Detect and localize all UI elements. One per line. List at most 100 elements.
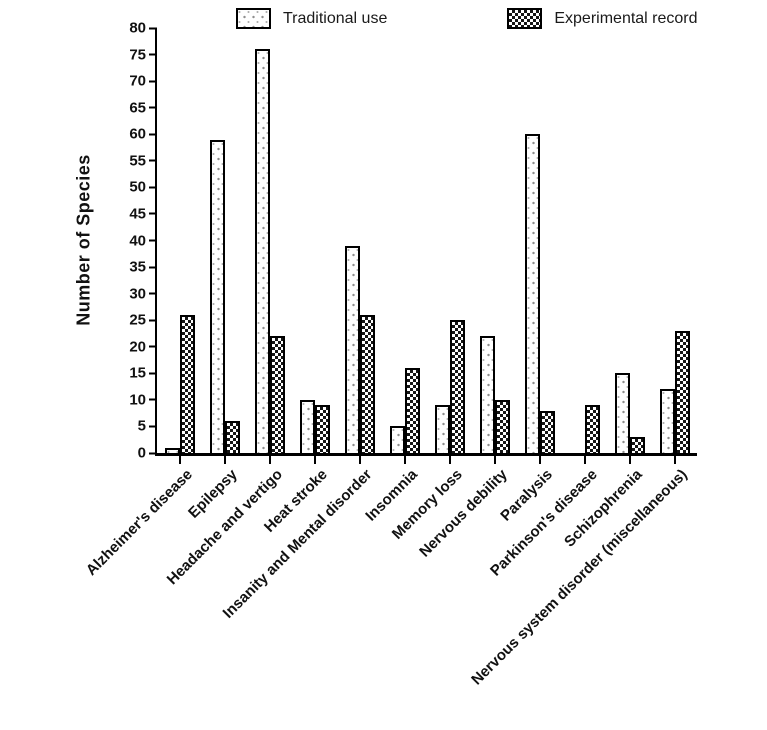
y-tick-mark	[149, 239, 157, 242]
y-tick: 55	[118, 152, 157, 169]
bar-group	[517, 134, 562, 453]
bar-experimental	[314, 405, 330, 453]
y-tick-mark	[149, 425, 157, 428]
y-tick-mark	[149, 266, 157, 269]
y-tick-label: 0	[137, 444, 146, 462]
bar-group	[652, 330, 697, 453]
x-tick-mark	[583, 456, 586, 464]
bar-traditional	[344, 245, 360, 453]
x-tick-mark	[538, 456, 541, 464]
y-tick-label: 35	[129, 258, 146, 276]
x-category-label: Nervous debility	[415, 466, 511, 561]
y-tick: 80	[118, 20, 157, 37]
y-tick-label: 10	[129, 391, 146, 409]
y-tick-label: 45	[129, 205, 146, 223]
y-tick-mark	[149, 372, 157, 375]
y-tick-label: 60	[129, 125, 146, 143]
y-tick: 45	[118, 205, 157, 222]
y-tick: 30	[118, 285, 157, 302]
bar-group	[337, 245, 382, 453]
bar-traditional	[659, 389, 675, 453]
x-tick-mark	[178, 456, 181, 464]
legend-label-traditional: Traditional use	[283, 9, 388, 27]
y-tick: 60	[118, 126, 157, 143]
bar-experimental	[539, 410, 555, 453]
x-category-label: Memory loss	[388, 466, 466, 543]
y-tick: 65	[118, 99, 157, 116]
bar-group	[382, 368, 427, 453]
y-tick: 50	[118, 179, 157, 196]
bar-group	[607, 373, 652, 453]
y-tick-label: 50	[129, 178, 146, 196]
x-category-label: Headache and vertigo	[163, 466, 286, 589]
x-category-label: Nervous system disorder (miscellaneous)	[468, 466, 691, 689]
bar-experimental	[404, 368, 420, 453]
legend: Traditional use Experimental record	[236, 8, 698, 29]
bar-traditional	[434, 405, 450, 453]
y-tick-mark	[149, 452, 157, 454]
bar-traditional	[164, 447, 180, 453]
bar-group	[157, 314, 202, 453]
x-category-label: Paralysis	[496, 466, 556, 525]
y-tick-mark	[149, 212, 157, 215]
bar-group	[202, 139, 247, 453]
y-tick: 15	[118, 365, 157, 382]
y-tick-label: 75	[129, 46, 146, 64]
x-category-label: Insomnia	[361, 466, 421, 525]
y-tick: 35	[118, 259, 157, 276]
bar-group	[562, 405, 607, 453]
bar-traditional	[479, 336, 495, 453]
y-tick-mark	[149, 292, 157, 295]
x-tick-mark	[358, 456, 361, 464]
bar-experimental	[584, 405, 600, 453]
y-tick: 40	[118, 232, 157, 249]
x-tick-mark	[448, 456, 451, 464]
y-tick-mark	[149, 133, 157, 136]
bar-group	[247, 49, 292, 453]
bar-experimental	[494, 399, 510, 453]
y-tick-label: 55	[129, 152, 146, 170]
bar-experimental	[449, 320, 465, 453]
y-tick-mark	[149, 80, 157, 83]
y-tick: 10	[118, 391, 157, 408]
bar-traditional	[524, 134, 540, 453]
legend-swatch-experimental-icon	[507, 8, 543, 29]
bar-group	[427, 320, 472, 453]
x-tick-mark	[673, 456, 676, 464]
y-tick-mark	[149, 398, 157, 401]
bar-traditional	[209, 139, 225, 453]
x-category-label: Heat stroke	[260, 466, 331, 536]
y-tick: 20	[118, 338, 157, 355]
y-tick: 25	[118, 312, 157, 329]
x-category-label: Epilepsy	[184, 466, 241, 522]
legend-label-experimental: Experimental record	[554, 9, 698, 27]
bar-experimental	[224, 421, 240, 453]
y-tick-label: 15	[129, 364, 146, 382]
bar-experimental	[674, 330, 690, 453]
y-tick-label: 40	[129, 232, 146, 249]
y-axis-title: Number of Species	[73, 154, 94, 326]
x-tick-mark	[313, 456, 316, 464]
bar-traditional	[254, 49, 270, 453]
y-tick-mark	[149, 186, 157, 189]
legend-swatch-traditional-icon	[236, 8, 271, 29]
bar-experimental	[179, 314, 195, 453]
y-tick: 75	[118, 46, 157, 63]
legend-item-experimental: Experimental record	[507, 8, 698, 29]
y-tick-label: 65	[129, 99, 146, 117]
y-tick-label: 70	[129, 72, 146, 90]
legend-item-traditional: Traditional use	[236, 8, 387, 29]
bar-traditional	[614, 373, 630, 453]
x-tick-mark	[628, 456, 631, 464]
y-tick-mark	[149, 159, 157, 162]
bar-experimental	[269, 336, 285, 453]
y-tick-label: 5	[137, 417, 146, 435]
y-tick-mark	[149, 106, 157, 109]
bars-layer	[157, 28, 697, 453]
x-category-label: Insanity and Mental disorder	[219, 466, 376, 622]
plot-area: 0 5 10 15 20 25 30 35 40 45 50 55 60 65 70 75 80	[129, 20, 697, 464]
x-tick-mark	[403, 456, 406, 464]
bar-traditional	[299, 399, 315, 453]
bar-experimental	[629, 437, 645, 453]
